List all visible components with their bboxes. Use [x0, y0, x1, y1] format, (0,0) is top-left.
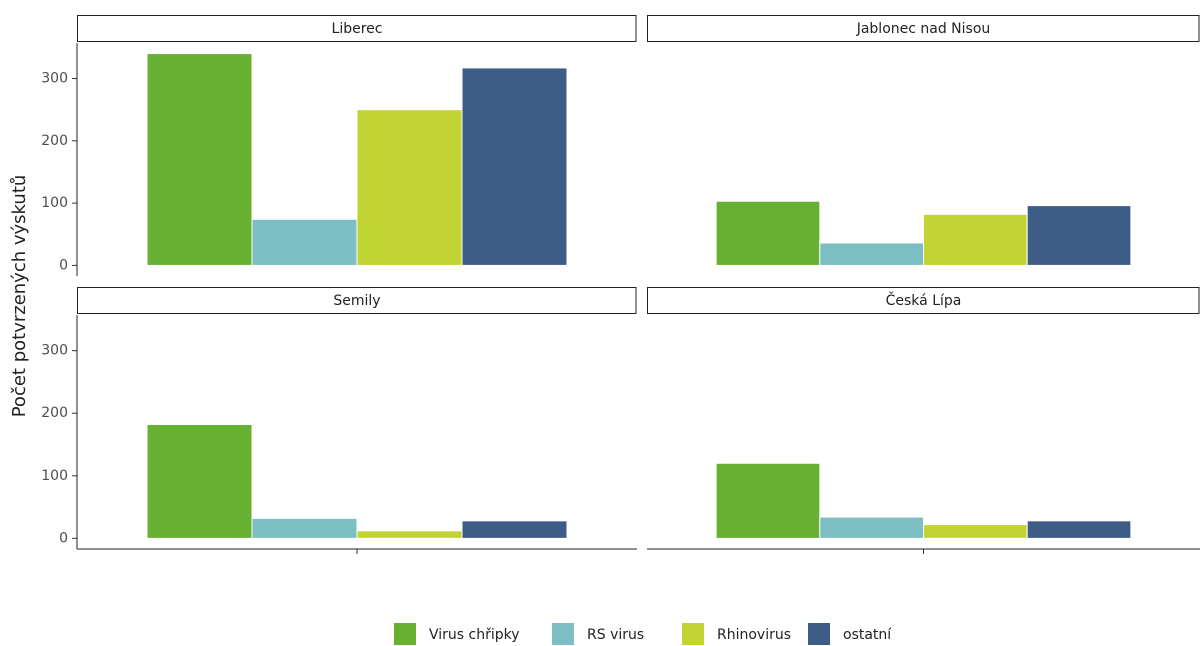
bar: [715, 462, 821, 539]
legend-label: RS virus: [587, 627, 644, 643]
strip: [647, 15, 1200, 42]
bar: [923, 524, 1028, 539]
bar: [715, 200, 821, 266]
bar: [251, 517, 358, 539]
bar: [251, 218, 358, 266]
bar: [923, 213, 1028, 266]
facet-title: Jablonec nad Nisou: [856, 21, 991, 37]
bar: [819, 242, 924, 266]
bar: [819, 516, 924, 539]
strip: [647, 287, 1200, 314]
bar: [146, 53, 253, 266]
legend-swatch: [394, 623, 416, 645]
legend-swatch: [552, 623, 574, 645]
bar: [356, 109, 463, 266]
bar: [1026, 205, 1132, 266]
facet-title: Liberec: [332, 21, 383, 37]
y-tick-label: 200: [41, 405, 68, 421]
bar: [461, 520, 568, 539]
y-tick-label: 0: [59, 257, 68, 273]
legend-swatch: [808, 623, 830, 645]
strip: [77, 15, 637, 42]
y-tick-label: 200: [41, 133, 68, 149]
bar: [356, 530, 463, 539]
y-tick-label: 100: [41, 468, 68, 484]
y-axis-label: Počet potvrzených výskutů: [9, 175, 30, 418]
y-tick-label: 300: [41, 343, 68, 359]
facet-title: Semily: [333, 293, 380, 309]
legend-label: Rhinovirus: [717, 627, 791, 643]
bar: [146, 423, 253, 539]
legend-swatch: [682, 623, 704, 645]
y-tick-label: 0: [59, 530, 68, 546]
facet-title: Česká Lípa: [886, 291, 962, 309]
legend-label: ostatní: [843, 627, 892, 643]
bar: [1026, 520, 1132, 539]
legend-label: Virus chřipky: [429, 627, 520, 643]
bar: [461, 67, 568, 266]
strip: [77, 287, 637, 314]
y-tick-label: 100: [41, 195, 68, 211]
y-tick-label: 300: [41, 71, 68, 87]
